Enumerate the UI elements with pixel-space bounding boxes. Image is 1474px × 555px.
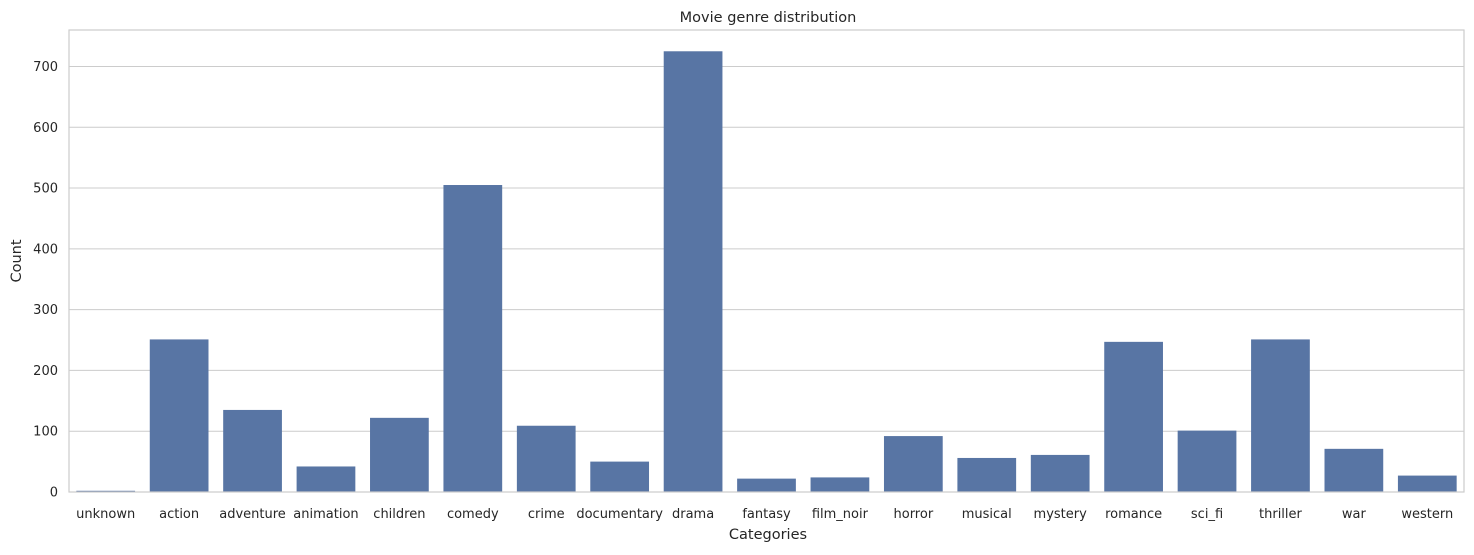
x-tick-label-musical: musical: [962, 507, 1012, 522]
x-tick-label-war: war: [1342, 507, 1367, 522]
y-tick-label: 200: [33, 364, 58, 379]
chart-title: Movie genre distribution: [680, 10, 857, 26]
x-tick-label-crime: crime: [528, 507, 565, 522]
x-tick-label-adventure: adventure: [219, 507, 286, 522]
bar-children: [370, 417, 429, 492]
bar-documentary: [590, 461, 650, 492]
bar-fantasy: [737, 478, 796, 492]
y-tick-label: 600: [33, 121, 58, 136]
y-tick-label: 700: [33, 60, 58, 75]
x-tick-label-action: action: [159, 507, 199, 522]
y-tick-label: 400: [33, 242, 58, 257]
y-tick-label: 100: [33, 425, 58, 440]
x-tick-label-children: children: [373, 507, 425, 522]
x-tick-label-mystery: mystery: [1034, 507, 1088, 522]
bar-film_noir: [810, 477, 870, 492]
x-tick-label-thriller: thriller: [1259, 507, 1303, 522]
x-tick-label-sci_fi: sci_fi: [1191, 507, 1223, 522]
bar-adventure: [223, 409, 282, 492]
x-tick-label-animation: animation: [293, 507, 358, 522]
gridlines: [69, 65, 1464, 493]
bar-animation: [296, 466, 356, 492]
x-tick-label-western: western: [1401, 507, 1453, 522]
bar-unknown: [76, 490, 136, 492]
x-tick-label-fantasy: fantasy: [742, 507, 791, 522]
bar-mystery: [1030, 454, 1090, 492]
bar-sci_fi: [1177, 430, 1237, 492]
bar-war: [1324, 448, 1384, 492]
bar-crime: [516, 425, 576, 492]
bar-action: [149, 339, 209, 492]
y-tick-label: 300: [33, 303, 58, 318]
x-tick-label-horror: horror: [894, 507, 934, 522]
x-tick-label-drama: drama: [672, 507, 714, 522]
y-tick-label: 0: [50, 486, 58, 501]
x-tick-label-unknown: unknown: [76, 507, 135, 522]
bar-western: [1397, 475, 1457, 492]
y-axis-label: Count: [9, 239, 25, 282]
bar-comedy: [443, 185, 503, 492]
x-tick-labels: unknown action adventure animation children c…: [76, 507, 1453, 522]
bar-drama: [663, 51, 723, 493]
plot-frame: [68, 29, 1465, 493]
x-axis-label: Categories: [729, 527, 807, 543]
bar-horror: [883, 436, 943, 492]
y-tick-label: 500: [33, 182, 58, 197]
x-tick-label-documentary: documentary: [576, 507, 663, 522]
x-tick-label-film_noir: film_noir: [812, 507, 869, 522]
x-tick-label-romance: romance: [1105, 507, 1162, 522]
bar-romance: [1104, 341, 1163, 492]
y-tick-labels: 0 100 200 300 400 500 600 700: [33, 60, 58, 501]
bars: [76, 51, 1457, 493]
bar-thriller: [1251, 339, 1310, 492]
bar-musical: [957, 457, 1017, 492]
x-tick-label-comedy: comedy: [447, 507, 499, 522]
